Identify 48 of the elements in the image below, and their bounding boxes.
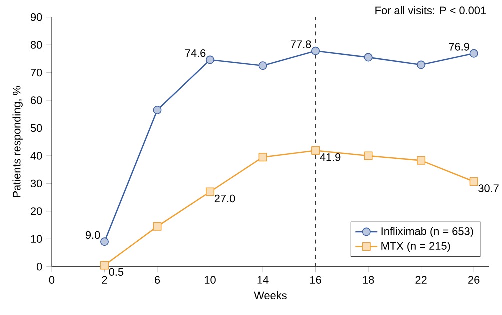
data-label: 27.0: [214, 194, 236, 203]
data-label: 77.8: [290, 40, 312, 48]
x-tick-label: 22: [416, 276, 427, 284]
y-tick-label: 80: [30, 41, 42, 49]
data-label: 74.6: [185, 49, 206, 58]
y-tick-label: 30: [30, 180, 42, 188]
point: [312, 46, 320, 56]
point: [312, 146, 320, 155]
point: [470, 178, 478, 186]
x-tick-label: 10: [205, 276, 216, 284]
point: [364, 152, 373, 160]
y-tick-label: 50: [30, 124, 42, 132]
y-tick-label: 90: [30, 13, 42, 22]
y-tick-label: 20: [31, 208, 42, 216]
legend-label: Infliximab (n = 653): [382, 227, 474, 238]
point: [470, 49, 478, 58]
x-tick-label: 18: [363, 276, 374, 284]
x-tick-label: 0: [49, 276, 55, 284]
point: [206, 56, 215, 64]
point: [417, 60, 426, 70]
x-tick-label: 2: [102, 276, 108, 284]
data-label: 9.0: [86, 231, 100, 240]
data-label: 76.9: [449, 43, 470, 51]
y-tick-label: 70: [31, 68, 42, 77]
y-axis-title: Patients responding, %: [12, 86, 23, 198]
data-label: 41.9: [320, 154, 341, 162]
point: [206, 188, 215, 196]
point: [100, 238, 109, 246]
y-tick-label: 60: [31, 96, 42, 104]
x-tick-label: 6: [155, 276, 160, 284]
x-tick-label: 26: [468, 276, 480, 284]
point: [258, 62, 268, 70]
x-tick-label: 14: [258, 276, 269, 284]
x-tick-label: 16: [310, 276, 322, 284]
point: [100, 261, 109, 270]
point: [153, 222, 162, 231]
data-label: 0.5: [109, 268, 124, 276]
y-tick-label: 10: [31, 235, 42, 243]
legend-label: MTX (n = 215): [382, 242, 450, 252]
y-tick-label: 0: [36, 263, 42, 271]
point: [153, 106, 162, 114]
point: [258, 153, 268, 162]
x-axis-title: Weeks: [254, 291, 287, 300]
point: [364, 53, 373, 62]
point: [417, 156, 426, 165]
data-label: 30.7: [478, 184, 499, 192]
text: For all visits: P < 0.001: [376, 6, 486, 14]
y-tick-label: 40: [30, 152, 42, 160]
